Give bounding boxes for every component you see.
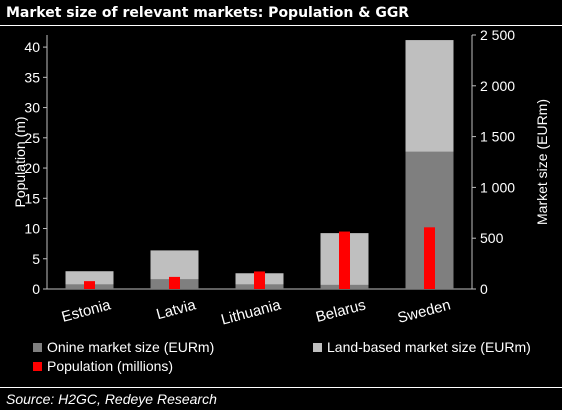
labels-layer: 0 5 10 15 20 25 30 35 40 0 500 1 000 1 500 2 000 2 500… (12, 27, 550, 329)
left-tick-label: 15 (24, 190, 40, 206)
left-tick-label: 30 (24, 100, 40, 116)
legend-label: Population (millions) (47, 358, 173, 374)
right-tick-label: 2 500 (480, 27, 515, 43)
left-tick-label: 5 (32, 251, 40, 267)
bar-population (169, 276, 180, 289)
bar-land-based (65, 271, 114, 285)
bar-population (84, 281, 95, 289)
left-tick-label: 25 (24, 130, 40, 146)
x-tick-label: Latvia (154, 296, 198, 323)
bar-land-based (405, 40, 454, 152)
right-tick-label: 1 000 (480, 179, 515, 195)
y-axis-title-left: Population (m) (12, 116, 28, 207)
legend: Onine market size (EURm) Land-based marke… (33, 339, 531, 374)
left-tick-label: 10 (24, 221, 40, 237)
bar-population (254, 271, 265, 289)
x-tick-label: Belarus (314, 296, 368, 326)
x-tick-label: Sweden (396, 296, 453, 326)
bar-population (339, 231, 350, 289)
legend-swatch (33, 362, 42, 371)
left-tick-label: 35 (24, 69, 40, 85)
legend-label: Land-based market size (EURm) (327, 339, 531, 355)
left-tick-label: 20 (24, 160, 40, 176)
legend-swatch (33, 343, 42, 352)
right-tick-label: 500 (480, 230, 504, 246)
right-tick-label: 1 500 (480, 129, 515, 145)
bar-population (424, 227, 435, 289)
bars-layer (65, 40, 454, 289)
legend-label: Onine market size (EURm) (47, 339, 214, 355)
y-axis-title-right: Market size (EURm) (534, 99, 550, 225)
x-tick-label: Lithuania (219, 296, 283, 328)
x-tick-label: Estonia (60, 296, 113, 326)
bar-land-based (150, 250, 199, 280)
right-tick-label: 0 (480, 281, 488, 297)
left-tick-label: 0 (32, 281, 40, 297)
chart-svg: 0 5 10 15 20 25 30 35 40 0 500 1 000 1 500 2 000 2 500… (12, 27, 550, 374)
legend-swatch (313, 343, 322, 352)
right-tick-label: 2 000 (480, 78, 515, 94)
left-tick-label: 40 (24, 39, 40, 55)
source-note: Source: H2GC, Redeye Research (0, 387, 562, 410)
chart-title: Market size of relevant markets: Populat… (0, 0, 562, 26)
